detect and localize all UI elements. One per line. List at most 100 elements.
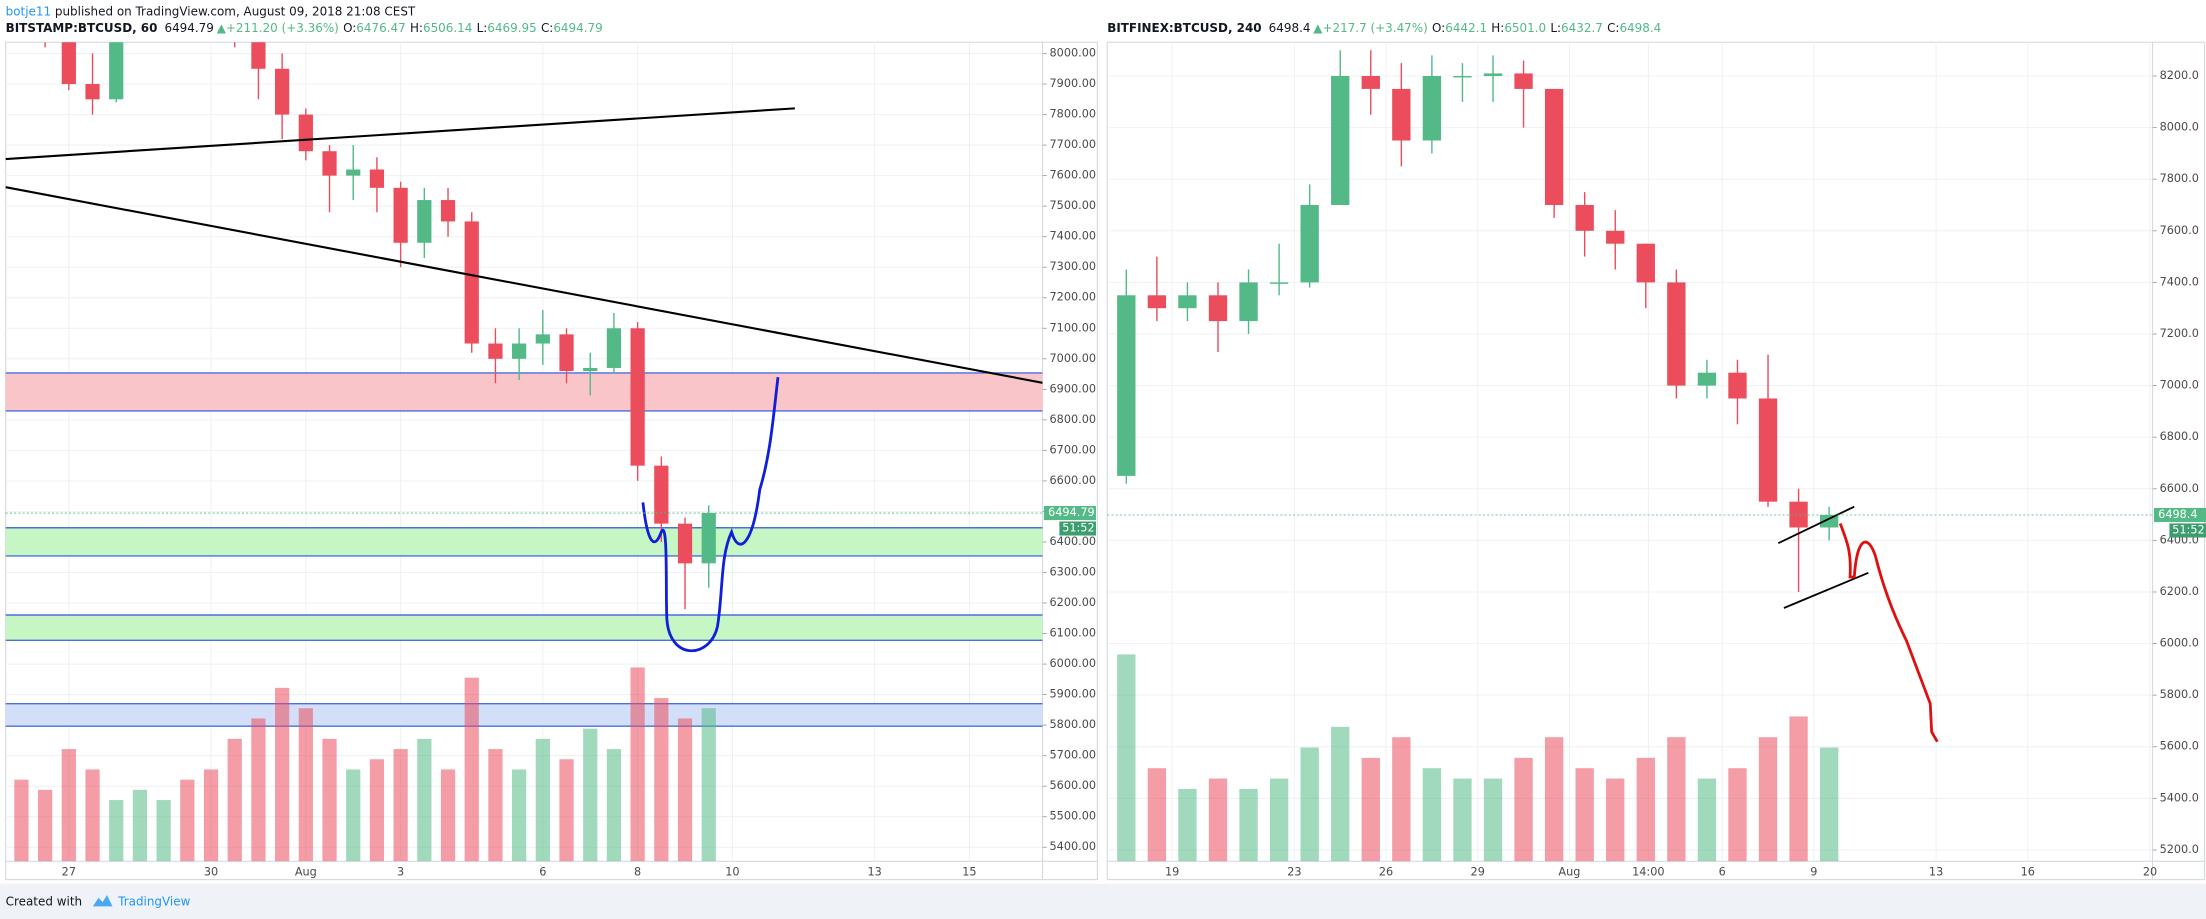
y-tick-label: 7200.00 <box>1050 291 1097 304</box>
candle-body <box>654 465 669 524</box>
y-tick-label: 6300.00 <box>1050 565 1097 578</box>
x-tick-label: 16 <box>2021 866 2035 879</box>
candle-body <box>1697 372 1717 386</box>
volume-bar <box>1117 654 1136 862</box>
y-tick-label: 5900.00 <box>1050 688 1097 701</box>
volume-bar <box>535 738 550 862</box>
volume-bar <box>393 749 408 862</box>
candle-body <box>1544 88 1564 206</box>
volume-bar <box>1697 778 1717 862</box>
support-zone <box>5 527 1043 556</box>
candle-body <box>298 114 313 152</box>
candle-body <box>535 334 550 344</box>
volume-bar <box>275 687 290 862</box>
quote-field-label: L: <box>477 21 488 35</box>
volume-bar <box>298 708 313 862</box>
channel-line <box>1777 505 1855 545</box>
volume-bar <box>346 769 361 862</box>
x-tick-label: 26 <box>1379 866 1393 879</box>
volume-bar <box>1147 768 1167 862</box>
quote-field-label: C: <box>541 21 553 35</box>
candle-body <box>393 187 408 243</box>
y-tick-label: 5800.00 <box>1050 718 1097 731</box>
volume-bar <box>1392 737 1411 862</box>
candle-body <box>1300 205 1319 283</box>
candle-body <box>1575 205 1594 231</box>
quote-field-value: 6469.95 <box>487 21 536 35</box>
candle-body <box>440 200 456 222</box>
x-tick-label: 10 <box>725 866 739 879</box>
y-tick-label: 7400.00 <box>1050 230 1097 243</box>
volume-bar <box>1331 726 1350 862</box>
volume-bar <box>1789 716 1808 862</box>
quote-field-value: 6494.79 <box>553 21 602 35</box>
candle-body <box>1606 230 1625 244</box>
quote-field-label: H: <box>410 21 423 35</box>
right-drawings <box>1777 505 1939 743</box>
x-tick-label: 30 <box>204 866 218 879</box>
author[interactable]: botje11 <box>6 4 51 18</box>
volume-bar <box>1483 778 1503 862</box>
candle-body <box>1147 295 1167 309</box>
quote-field-value: 6476.47 <box>356 21 405 35</box>
candle-body <box>1208 295 1228 322</box>
y-tick-label: 5800.0 <box>2160 688 2199 701</box>
volume-bar <box>1422 768 1442 862</box>
volume-bar <box>677 718 693 862</box>
x-tick-label: Aug <box>295 866 317 879</box>
y-tick-label: 6800.0 <box>2160 430 2199 443</box>
footer-band <box>0 883 2206 919</box>
candle-body <box>1636 243 1655 283</box>
y-tick-label: 6400.00 <box>1050 535 1097 548</box>
volume-bar <box>1178 788 1197 862</box>
tradingview-logo[interactable] <box>92 895 113 907</box>
volume-bar <box>1514 757 1533 862</box>
volume-bar <box>38 789 53 862</box>
x-tick-label: 27 <box>62 866 76 879</box>
x-tick-label: 6 <box>1719 866 1726 879</box>
x-tick-label: Aug <box>1558 866 1580 879</box>
price: 6498.4 <box>1269 21 1311 35</box>
quote-field-label: C: <box>1607 21 1619 35</box>
candle-body <box>275 68 290 115</box>
candle-body <box>606 328 622 368</box>
projection-curve <box>1838 523 1939 743</box>
y-tick-label: 6000.00 <box>1050 657 1097 670</box>
quote-line: BITSTAMP:BTCUSD, 60 6494.79 ▲+211.20 (+3.3… <box>6 21 603 35</box>
volume-bar <box>1239 788 1258 862</box>
y-tick-label: 5400.00 <box>1050 840 1097 853</box>
candle-body <box>677 523 693 564</box>
volume-bar <box>132 789 148 862</box>
volume-bar <box>322 738 337 862</box>
candle-body <box>1728 372 1747 399</box>
volume-bar <box>488 749 503 862</box>
volume-bar <box>1819 747 1839 862</box>
left-drawings <box>5 107 1043 653</box>
volume-bar <box>1636 757 1655 862</box>
quote-field-label: H: <box>1491 21 1504 35</box>
candle-body <box>1361 76 1380 89</box>
candle-body <box>488 343 503 359</box>
candle-body <box>1789 501 1808 528</box>
x-tick-label: 8 <box>634 866 641 879</box>
quote-field-value: 6501.0 <box>1504 21 1546 35</box>
channel-line <box>1783 571 1869 609</box>
volume-bar <box>1728 768 1747 862</box>
candle-body <box>1514 73 1533 89</box>
y-tick-label: 6600.00 <box>1050 474 1097 487</box>
y-tick-label: 7600.0 <box>2160 224 2199 237</box>
volume-bar <box>1300 747 1319 862</box>
volume-bar <box>1269 778 1289 862</box>
y-tick-label: 5500.00 <box>1050 810 1097 823</box>
volume-bar <box>1208 778 1228 862</box>
y-tick-label: 5200.0 <box>2160 843 2199 856</box>
volume-bar <box>1361 757 1380 862</box>
y-tick-label: 6200.00 <box>1050 596 1097 609</box>
y-tick-label: 7100.00 <box>1050 321 1097 334</box>
quote-line: BITFINEX:BTCUSD, 240 6498.4 ▲+217.7 (+3.47… <box>1107 21 1661 35</box>
y-tick-label: 7000.00 <box>1050 352 1097 365</box>
trend-line <box>5 107 795 161</box>
x-tick-label: 13 <box>867 866 881 879</box>
footer-brand[interactable]: TradingView <box>117 895 190 909</box>
